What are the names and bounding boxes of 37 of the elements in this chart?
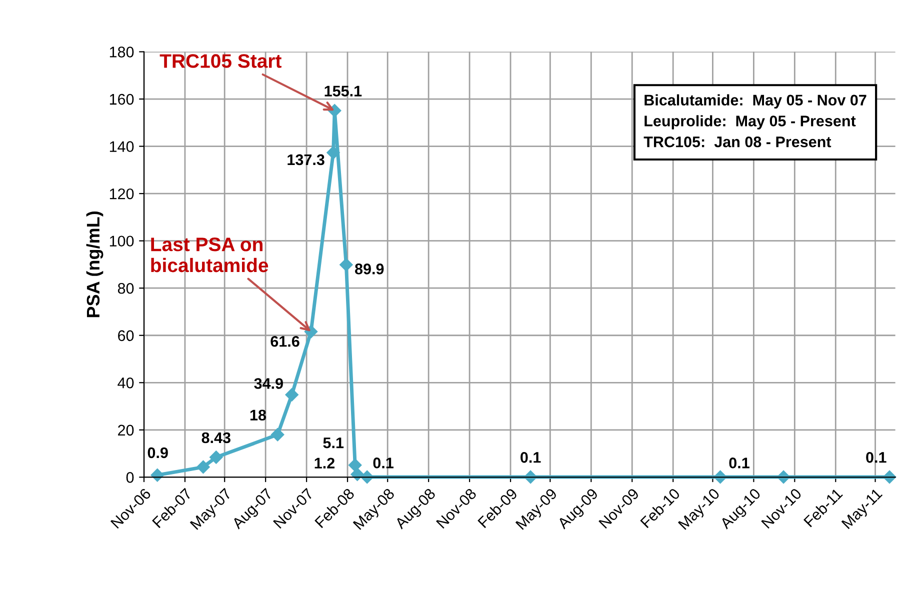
y-tick-label: 40 bbox=[118, 378, 134, 388]
point bbox=[348, 458, 362, 472]
y-tick-label: 120 bbox=[110, 188, 134, 200]
data-label: 155.1 bbox=[324, 86, 362, 96]
point bbox=[210, 450, 223, 464]
data-label: 1.2 bbox=[314, 458, 334, 468]
data-label: 5.1 bbox=[323, 438, 344, 448]
point bbox=[271, 428, 284, 442]
y-tick-label: 60 bbox=[118, 330, 134, 342]
y-tick-label: 20 bbox=[118, 424, 134, 436]
data-label: 0.1 bbox=[520, 452, 541, 463]
y-tick-label: 160 bbox=[110, 94, 134, 105]
data-label: 61.6 bbox=[270, 336, 300, 347]
point bbox=[196, 460, 210, 474]
point bbox=[285, 388, 298, 402]
data-label: 18 bbox=[250, 410, 266, 421]
data-label: 8.43 bbox=[202, 432, 230, 444]
annotation: Last PSA on bicalutamide bbox=[151, 237, 268, 272]
point bbox=[714, 470, 727, 484]
y-tick-label: 180 bbox=[110, 46, 134, 58]
data-label: 0.1 bbox=[729, 458, 750, 468]
data-label: 137.3 bbox=[288, 154, 324, 166]
data-label: 0.1 bbox=[373, 458, 394, 468]
y-tick-label: 80 bbox=[118, 282, 134, 294]
y-tick-label: 140 bbox=[110, 141, 134, 152]
data-label: 89.9 bbox=[355, 264, 384, 274]
y-tick-label: 0 bbox=[126, 472, 134, 483]
annotation: Bicalutamide: May 05 - Nov 07 Leuprolide: May 05 - Present TRC105: Jan 08 - Present bbox=[644, 94, 866, 148]
point bbox=[326, 146, 340, 160]
data-label: 34.9 bbox=[254, 378, 283, 389]
point bbox=[340, 258, 353, 272]
data-label: 0.9 bbox=[148, 447, 168, 458]
data-label: 0.1 bbox=[866, 452, 886, 463]
point bbox=[150, 468, 164, 482]
y-tick-label: 100 bbox=[110, 236, 134, 247]
annotation: TRC105 Start bbox=[160, 54, 282, 68]
y-axis-title: PSA (ng/mL) bbox=[86, 212, 104, 318]
